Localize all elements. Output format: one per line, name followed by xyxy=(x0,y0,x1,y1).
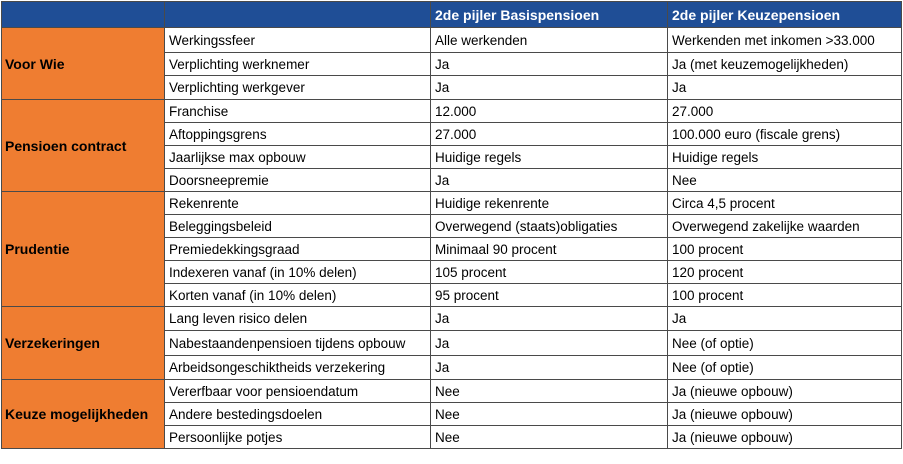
keuzepensioen-value: Nee xyxy=(667,168,902,192)
basispensioen-value: Huidige rekenrente xyxy=(430,191,668,215)
header-category xyxy=(1,1,165,28)
basispensioen-value: Nee xyxy=(430,425,668,449)
keuzepensioen-value: Ja (nieuwe opbouw) xyxy=(667,379,902,403)
header-row: 2de pijler Basispensioen 2de pijler Keuz… xyxy=(1,1,902,28)
item-label: Jaarlijkse max opbouw xyxy=(164,145,431,169)
keuzepensioen-value: Werkenden met inkomen >33.000 xyxy=(667,27,902,53)
table-row: Voor Wie Werkingssfeer Alle werkenden Werke… xyxy=(1,27,902,100)
category-cell: Verzekeringen xyxy=(1,306,165,380)
keuzepensioen-value: Circa 4,5 procent xyxy=(667,191,902,215)
table-row: Jaarlijkse max opbouw Huidige regels Huidi… xyxy=(2,145,902,169)
item-label: Nabestaandenpensioen tijdens opbouw xyxy=(164,330,431,356)
keuzepensioen-value: Ja (nieuwe opbouw) xyxy=(667,425,902,449)
keuzepensioen-value: Huidige regels xyxy=(667,145,902,169)
table-row: Arbeidsongeschiktheids verzekering Ja Nee … xyxy=(2,355,902,380)
table-row: Beleggingsbeleid Overwegend (staats)oblig… xyxy=(2,214,902,238)
keuzepensioen-value: Nee (of optie) xyxy=(667,330,902,356)
table-row: Doorsneepremie Ja Nee xyxy=(2,168,902,192)
header-item xyxy=(164,1,431,28)
keuzepensioen-value: 27.000 xyxy=(667,99,902,123)
basispensioen-value: Ja xyxy=(430,52,668,76)
basispensioen-value: Overwegend (staats)obligaties xyxy=(430,214,668,238)
table-row: Verplichting werkgever Ja Ja xyxy=(2,75,902,100)
basispensioen-value: Nee xyxy=(430,402,668,426)
item-label: Franchise xyxy=(164,99,431,123)
keuzepensioen-value: 120 procent xyxy=(667,260,902,284)
keuzepensioen-value: Ja (nieuwe opbouw) xyxy=(667,402,902,426)
table-row: Aftoppingsgrens 27.000 100.000 euro (fisca… xyxy=(2,122,902,146)
table-row: Persoonlijke potjes Nee Ja (nieuwe opbouw) xyxy=(2,425,902,449)
item-label: Premiedekkingsgraad xyxy=(164,237,431,261)
table-row: Prudentie Rekenrente Huidige rekenrente Cir… xyxy=(1,191,902,307)
item-label: Vererfbaar voor pensioendatum xyxy=(164,379,431,403)
item-label: Persoonlijke potjes xyxy=(164,425,431,449)
table-row: Verzekeringen Lang leven risico delen Ja Ja xyxy=(1,306,902,380)
item-label: Beleggingsbeleid xyxy=(164,214,431,238)
keuzepensioen-value: 100 procent xyxy=(667,237,902,261)
basispensioen-value: Nee xyxy=(430,379,668,403)
item-label: Lang leven risico delen xyxy=(164,306,431,331)
item-label: Andere bestedingsdoelen xyxy=(164,402,431,426)
category-cell: Keuze mogelijkheden xyxy=(1,379,165,449)
item-label: Korten vanaf (in 10% delen) xyxy=(164,283,431,307)
basispensioen-value: Ja xyxy=(430,75,668,100)
basispensioen-value: Ja xyxy=(430,306,668,331)
keuzepensioen-value: 100.000 euro (fiscale grens) xyxy=(667,122,902,146)
item-label: Rekenrente xyxy=(164,191,431,215)
header-keuzepensioen: 2de pijler Keuzepensioen xyxy=(667,1,902,28)
table-row: Nabestaandenpensioen tijdens opbouw Ja Nee… xyxy=(2,330,902,356)
basispensioen-value: 95 procent xyxy=(430,283,668,307)
header-basispensioen: 2de pijler Basispensioen xyxy=(430,1,668,28)
table-row: Premiedekkingsgraad Minimaal 90 procent 10… xyxy=(2,237,902,261)
keuzepensioen-value: Nee (of optie) xyxy=(667,355,902,380)
basispensioen-value: Ja xyxy=(430,355,668,380)
item-label: Verplichting werknemer xyxy=(164,52,431,76)
item-label: Verplichting werkgever xyxy=(164,75,431,100)
keuzepensioen-value: Ja xyxy=(667,306,902,331)
basispensioen-value: 12.000 xyxy=(430,99,668,123)
table-row: Indexeren vanaf (in 10% delen) 105 procen… xyxy=(2,260,902,284)
table-body: Voor Wie Werkingssfeer Alle werkenden Werke… xyxy=(1,27,902,449)
basispensioen-value: Ja xyxy=(430,330,668,356)
basispensioen-value: 105 procent xyxy=(430,260,668,284)
basispensioen-value: Huidige regels xyxy=(430,145,668,169)
table-row: Korten vanaf (in 10% delen) 95 procent 100… xyxy=(2,283,902,307)
keuzepensioen-value: Ja (met keuzemogelijkheden) xyxy=(667,52,902,76)
keuzepensioen-value: Ja xyxy=(667,75,902,100)
basispensioen-value: Minimaal 90 procent xyxy=(430,237,668,261)
keuzepensioen-value: 100 procent xyxy=(667,283,902,307)
keuzepensioen-value: Overwegend zakelijke waarden xyxy=(667,214,902,238)
item-label: Doorsneepremie xyxy=(164,168,431,192)
pension-comparison-table: 2de pijler Basispensioen 2de pijler Keuz… xyxy=(1,1,902,449)
item-label: Werkingssfeer xyxy=(164,27,431,53)
table-row: Pensioen contract Franchise 12.000 27.000 xyxy=(1,99,902,192)
category-cell: Pensioen contract xyxy=(1,99,165,192)
basispensioen-value: Alle werkenden xyxy=(430,27,668,53)
item-label: Arbeidsongeschiktheids verzekering xyxy=(164,355,431,380)
item-label: Aftoppingsgrens xyxy=(164,122,431,146)
basispensioen-value: Ja xyxy=(430,168,668,192)
basispensioen-value: 27.000 xyxy=(430,122,668,146)
table-row: Keuze mogelijkheden Vererfbaar voor pensi… xyxy=(1,379,902,449)
item-label: Indexeren vanaf (in 10% delen) xyxy=(164,260,431,284)
category-cell: Prudentie xyxy=(1,191,165,307)
category-cell: Voor Wie xyxy=(1,27,165,100)
table-row: Verplichting werknemer Ja Ja (met keuzemog… xyxy=(2,52,902,76)
